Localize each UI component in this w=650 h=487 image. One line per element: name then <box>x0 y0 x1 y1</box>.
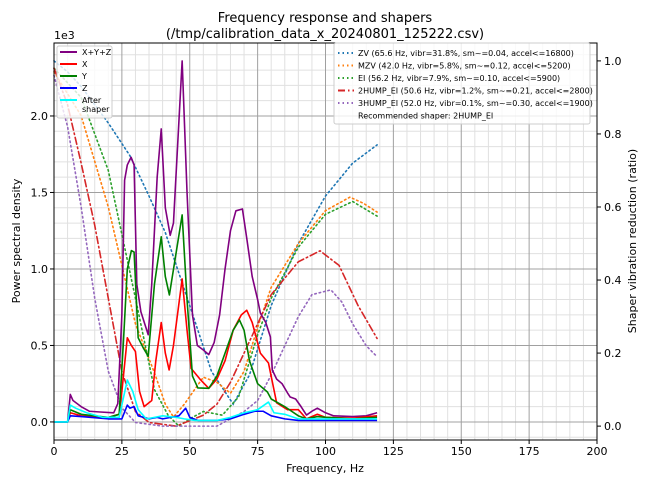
psd-line-0 <box>54 60 378 423</box>
y-offset-label: 1e3 <box>54 29 75 42</box>
legend-shaper-label: EI (56.2 Hz, vibr=7.9%, sm~=0.10, accel<… <box>358 74 560 83</box>
x-axis-label: Frequency, Hz <box>286 462 364 475</box>
x-tick-label: 150 <box>451 445 472 458</box>
legend-shaper-label: 3HUMP_EI (52.0 Hz, vibr=0.1%, sm~=0.30, … <box>358 99 593 108</box>
y-tick-label: 1.5 <box>31 186 49 199</box>
y-tick-label: 2.0 <box>31 110 49 123</box>
legend-shaper-label: ZV (65.6 Hz, vibr=31.8%, sm~=0.04, accel… <box>358 49 574 58</box>
legend-psd-label: After shaper <box>82 96 110 114</box>
x-tick-label: 175 <box>519 445 540 458</box>
x-tick-label: 200 <box>587 445 608 458</box>
y-tick-label: 1.0 <box>31 263 49 276</box>
plot-frame <box>53 42 598 441</box>
psd-line-4 <box>54 379 378 423</box>
legend-psd-label: X+Y+Z <box>82 48 112 57</box>
y-tick-label: 0.5 <box>31 339 49 352</box>
y2-tick-label: 0.8 <box>604 128 622 141</box>
legend-psd: X+Y+Z XYZ After shaper <box>56 45 113 119</box>
shaper-line-2 <box>53 67 378 428</box>
y2-tick-label: 0.2 <box>604 347 622 360</box>
shaper-line-0 <box>53 60 378 406</box>
y-axis-label: Power spectral density <box>10 178 23 303</box>
legend-shaper-label: MZV (42.0 Hz, vibr=5.8%, sm~=0.12, accel… <box>358 62 571 71</box>
shaper-line-3 <box>53 67 378 427</box>
y2-tick-label: 1.0 <box>604 55 622 68</box>
chart-title: Frequency response and shapers <box>218 11 433 26</box>
shaper-line-1 <box>53 71 378 419</box>
x-tick-label: 100 <box>315 445 336 458</box>
x-tick-label: 50 <box>183 445 197 458</box>
y2-tick-label: 0.4 <box>604 274 622 287</box>
y-tick-label: 0.0 <box>31 416 49 429</box>
shaper-line-4 <box>53 74 378 427</box>
y2-tick-label: 0.6 <box>604 201 622 214</box>
psd-line-1 <box>54 278 378 423</box>
x-tick-label: 0 <box>51 445 58 458</box>
axes: 0 25 50 75 100 125 150 175 200 0.0 0.5 1.0 1.5 2.0 0.0… <box>31 42 622 458</box>
legend-recommended-shaper: Recommended shaper: 2HUMP_EI <box>358 112 493 121</box>
x-tick-label: 125 <box>383 445 404 458</box>
psd-line-2 <box>54 214 378 423</box>
legend-shaper-label: 2HUMP_EI (50.6 Hz, vibr=1.2%, sm~=0.21, … <box>358 87 593 96</box>
y2-axis-label: Shaper vibration reduction (ratio) <box>626 149 639 333</box>
legend-psd-label: X <box>82 60 88 69</box>
y2-tick-label: 0.0 <box>604 420 622 433</box>
chart-subtitle: (/tmp/calibration_data_x_20240801_125222… <box>166 27 484 42</box>
legend-shapers: ZV (65.6 Hz, vibr=31.8%, sm~=0.04, accel… <box>333 42 593 125</box>
x-tick-label: 25 <box>115 445 129 458</box>
legend-psd-label: Z <box>82 84 88 93</box>
curves <box>53 60 378 428</box>
legend-shapers-box <box>333 42 591 125</box>
x-tick-label: 75 <box>251 445 265 458</box>
legend-psd-label: Y <box>81 72 87 81</box>
